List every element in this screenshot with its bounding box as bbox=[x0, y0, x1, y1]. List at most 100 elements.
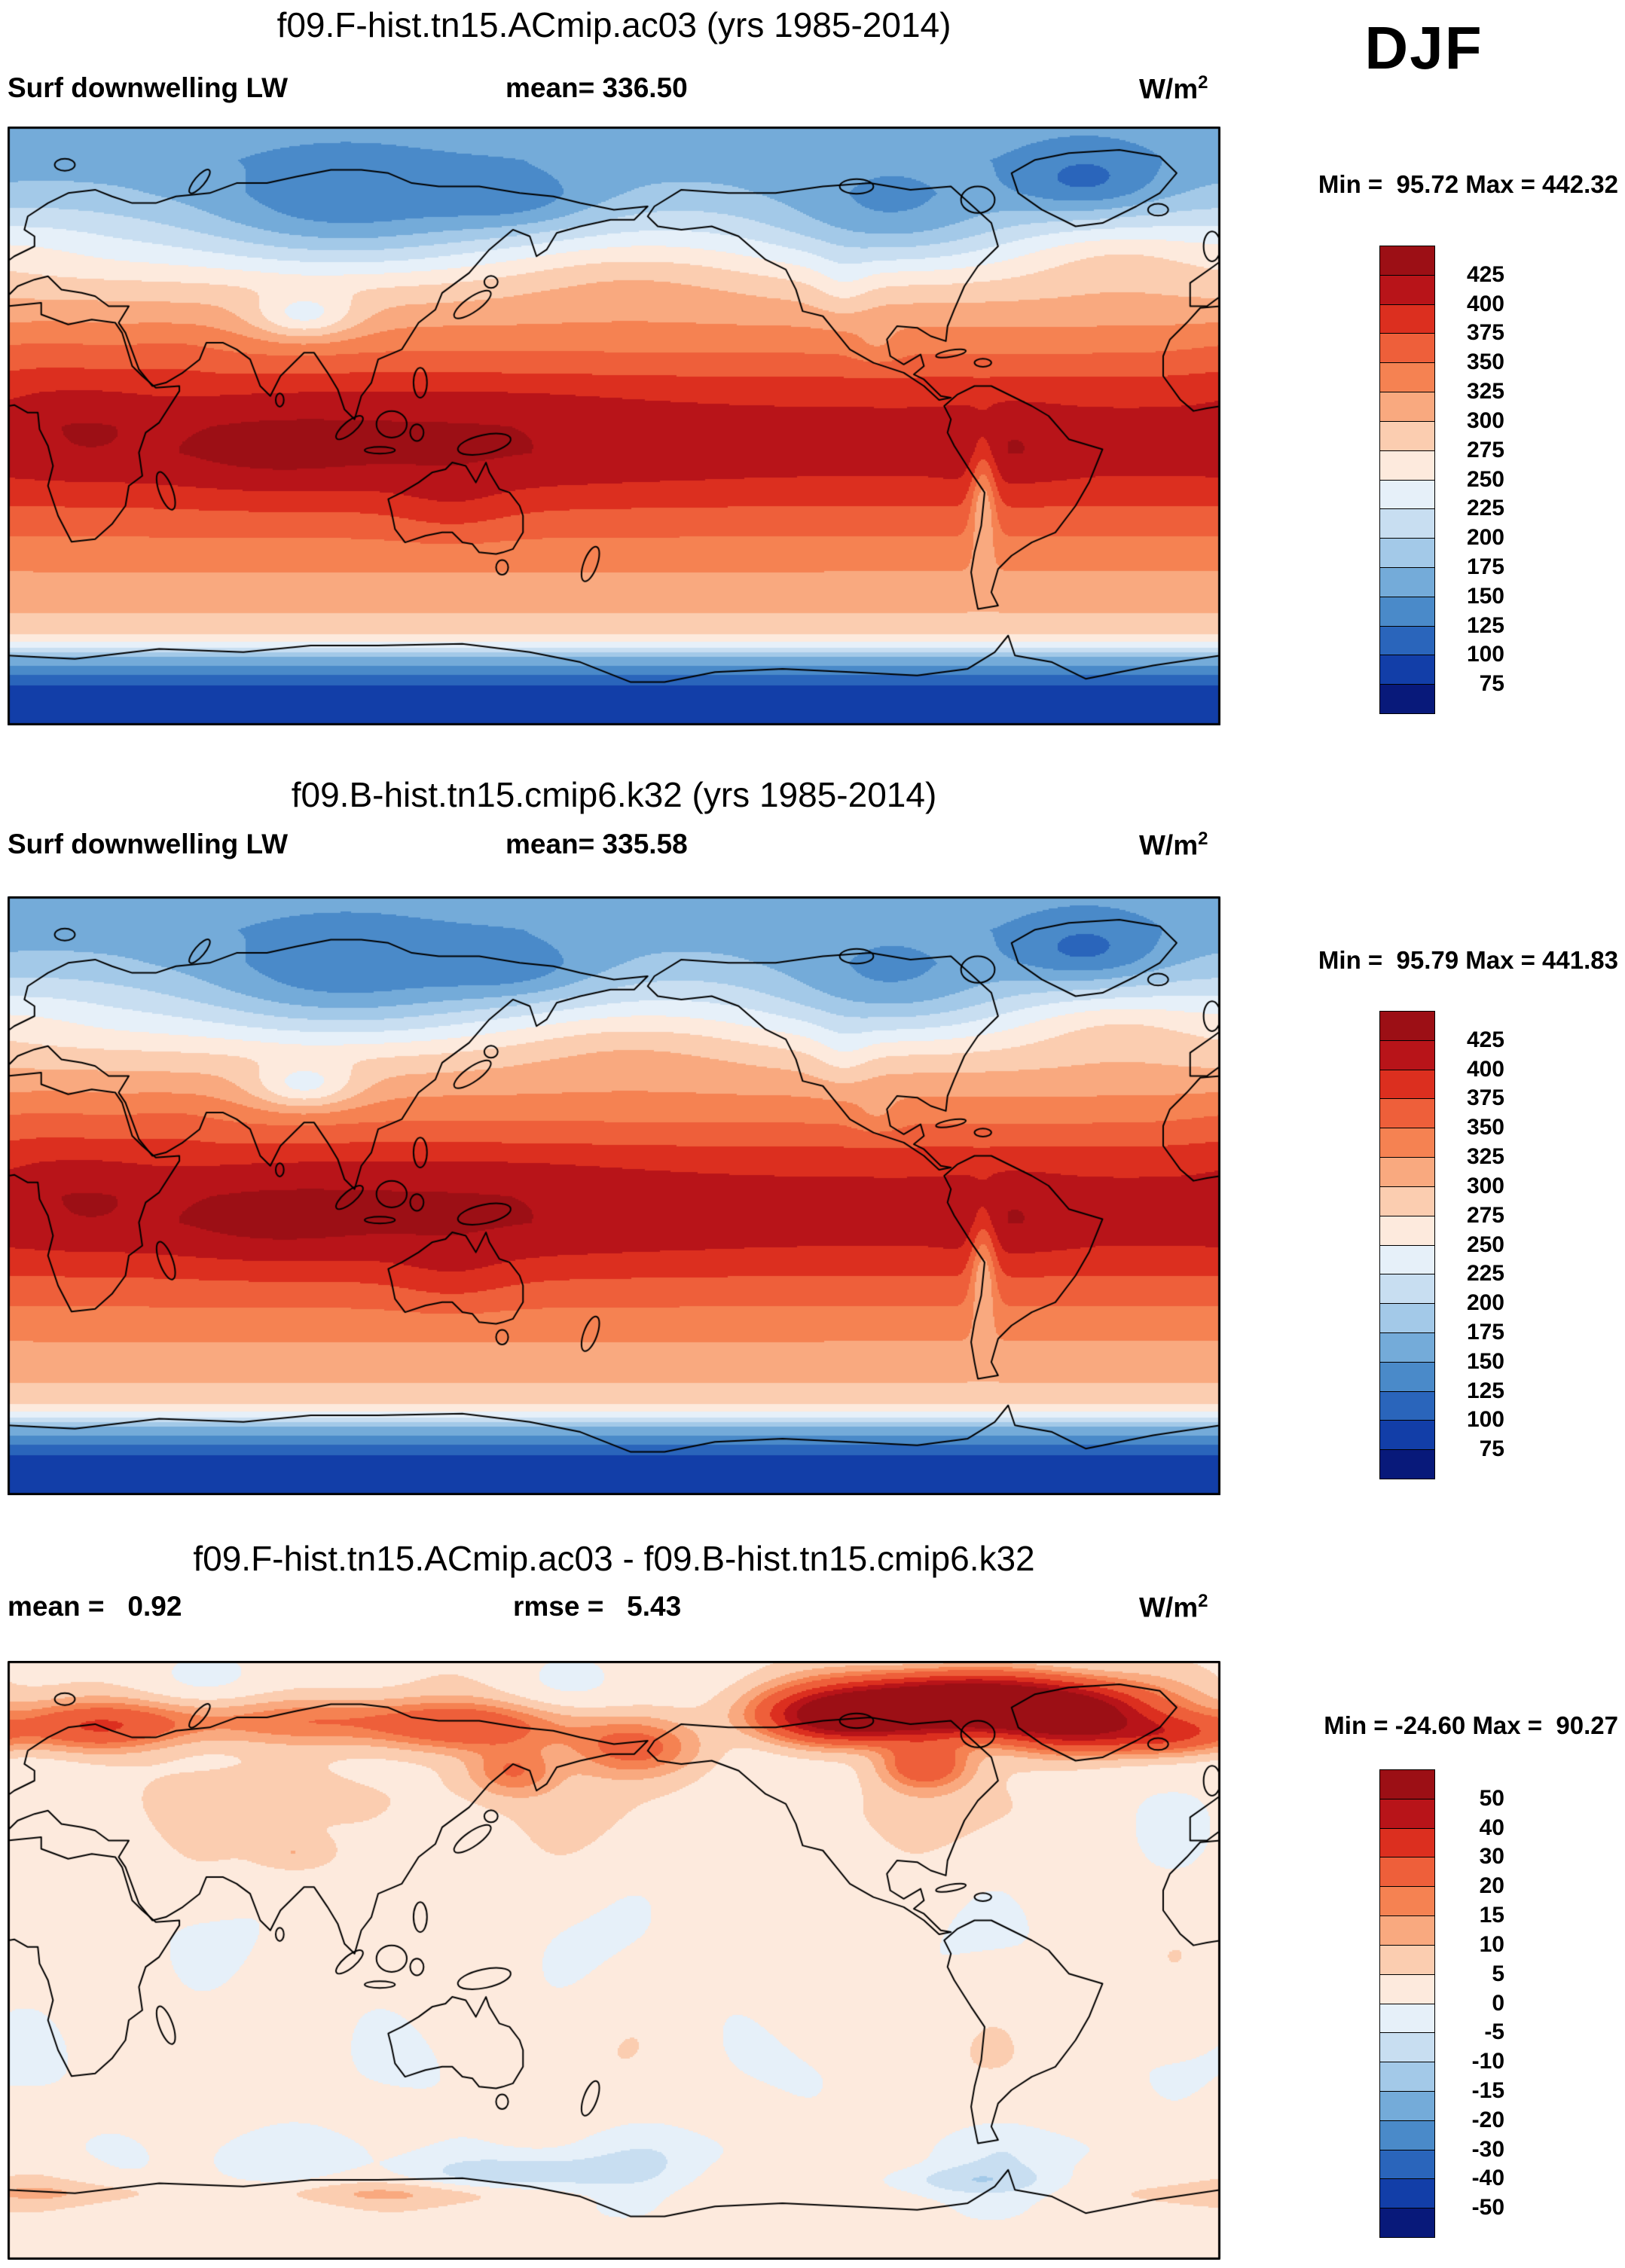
colorbar-tick-label: 150 bbox=[1466, 1348, 1504, 1374]
colorbar-cell bbox=[1379, 1128, 1435, 1158]
colorbar-cell bbox=[1379, 1827, 1435, 1858]
colorbar-tick-label: 50 bbox=[1479, 1785, 1504, 1811]
colorbar-cell bbox=[1379, 655, 1435, 685]
colorbar-tick-label: 350 bbox=[1466, 1115, 1504, 1140]
units-base: W/m bbox=[1139, 829, 1199, 861]
colorbar-tick-label: 400 bbox=[1466, 291, 1504, 316]
colorbar-cell bbox=[1379, 2120, 1435, 2150]
colorbar-tick-label: 100 bbox=[1466, 1407, 1504, 1433]
colorbar-cell bbox=[1379, 246, 1435, 276]
colorbar-cell bbox=[1379, 508, 1435, 539]
colorbar-cell bbox=[1379, 1857, 1435, 1888]
season-label: DJF bbox=[1364, 14, 1483, 81]
variable-label-case-a: Surf downwelling LW bbox=[8, 72, 289, 103]
map-canvas-case-b bbox=[8, 896, 1220, 1495]
colorbar-cell bbox=[1379, 1157, 1435, 1187]
colorbar-cell bbox=[1379, 1303, 1435, 1333]
colorbar-cell bbox=[1379, 1886, 1435, 1917]
minmax-label-difference: Min = -24.60 Max = 90.27 bbox=[1324, 1711, 1618, 1739]
colorbar-case-b: 425 400 375 350 325 300 275 250 225 200 175 150 125 1… bbox=[1379, 1011, 1563, 1479]
colorbar-tick-label: 175 bbox=[1466, 554, 1504, 579]
mean-label-case-a: mean= 336.50 bbox=[506, 72, 688, 103]
colorbar-cell bbox=[1379, 1098, 1435, 1129]
colorbar-tick-label: 225 bbox=[1466, 496, 1504, 521]
colorbar-cell bbox=[1379, 1039, 1435, 1070]
colorbar-tick-label: 20 bbox=[1479, 1873, 1504, 1899]
colorbar-cell bbox=[1379, 274, 1435, 305]
colorbar-cell bbox=[1379, 450, 1435, 481]
colorbar-tick-label: 200 bbox=[1466, 525, 1504, 551]
colorbar-tick-label: 250 bbox=[1466, 1232, 1504, 1257]
colorbar-cell bbox=[1379, 1449, 1435, 1479]
colorbar-cell bbox=[1379, 684, 1435, 714]
colorbar-tick-label: 125 bbox=[1466, 1378, 1504, 1403]
units-exponent: 2 bbox=[1198, 1591, 1208, 1611]
colorbar-cell bbox=[1379, 420, 1435, 451]
colorbar-cell bbox=[1379, 2090, 1435, 2121]
colorbar-tick-label: 325 bbox=[1466, 1144, 1504, 1170]
colorbar-tick-label: -50 bbox=[1471, 2195, 1504, 2221]
colorbar-cell bbox=[1379, 304, 1435, 334]
colorbar-cell bbox=[1379, 596, 1435, 627]
colorbar-tick-label: 30 bbox=[1479, 1844, 1504, 1870]
colorbar-cell bbox=[1379, 1361, 1435, 1392]
colorbar-cell bbox=[1379, 1244, 1435, 1275]
colorbar-tick-label: -20 bbox=[1471, 2107, 1504, 2132]
colorbar-tick-label: 175 bbox=[1466, 1319, 1504, 1345]
colorbar-cell bbox=[1379, 2178, 1435, 2209]
colorbar-cell bbox=[1379, 625, 1435, 656]
units-label-difference: W/m2 bbox=[1139, 1591, 1208, 1623]
panel-title-difference: f09.F-hist.tn15.ACmip.ac03 - f09.B-hist.… bbox=[193, 1539, 1035, 1578]
colorbar-tick-label: -10 bbox=[1471, 2049, 1504, 2074]
colorbar-tick-label: 40 bbox=[1479, 1815, 1504, 1840]
colorbar-tick-label: 0 bbox=[1492, 1990, 1504, 2016]
colorbar-tick-label: 225 bbox=[1466, 1261, 1504, 1287]
colorbar-tick-label: 200 bbox=[1466, 1290, 1504, 1316]
colorbar-tick-label: 350 bbox=[1466, 350, 1504, 375]
colorbar-tick-label: 15 bbox=[1479, 1903, 1504, 1928]
colorbar-tick-label: 300 bbox=[1466, 408, 1504, 433]
colorbar-tick-label: -15 bbox=[1471, 2077, 1504, 2103]
colorbar-cell bbox=[1379, 566, 1435, 597]
colorbar-case-a: 425 400 375 350 325 300 275 250 225 200 175 150 125 1… bbox=[1379, 246, 1563, 714]
colorbar-cell bbox=[1379, 479, 1435, 510]
minmax-label-case-b: Min = 95.79 Max = 441.83 bbox=[1318, 946, 1618, 974]
colorbar-tick-label: 75 bbox=[1479, 1436, 1504, 1462]
colorbar-tick-label: 425 bbox=[1466, 261, 1504, 287]
colorbar-cell bbox=[1379, 1973, 1435, 2004]
panel-title-case-a: f09.F-hist.tn15.ACmip.ac03 (yrs 1985-201… bbox=[276, 5, 951, 44]
colorbar-tick-label: -5 bbox=[1484, 2019, 1504, 2045]
mean-label-case-b: mean= 335.58 bbox=[506, 829, 688, 859]
colorbar-cell bbox=[1379, 2149, 1435, 2180]
colorbar-tick-label: 150 bbox=[1466, 583, 1504, 609]
colorbar-tick-label: 100 bbox=[1466, 642, 1504, 667]
colorbar-tick-label: 125 bbox=[1466, 612, 1504, 638]
colorbar-tick-label: 10 bbox=[1479, 1931, 1504, 1957]
colorbar-cell bbox=[1379, 538, 1435, 568]
colorbar-tick-label: 250 bbox=[1466, 466, 1504, 492]
colorbar-cell bbox=[1379, 1944, 1435, 1975]
colorbar-cell bbox=[1379, 392, 1435, 422]
units-base: W/m bbox=[1139, 1592, 1199, 1623]
colorbar-cell bbox=[1379, 2062, 1435, 2092]
map-canvas-case-a bbox=[8, 127, 1220, 725]
colorbar-cell bbox=[1379, 2003, 1435, 2034]
colorbar-cell bbox=[1379, 1390, 1435, 1421]
colorbar-tick-label: 375 bbox=[1466, 1085, 1504, 1111]
units-exponent: 2 bbox=[1198, 72, 1208, 93]
units-label-case-a: W/m2 bbox=[1139, 72, 1208, 105]
colorbar-tick-label: 75 bbox=[1479, 671, 1504, 697]
colorbar-tick-label: 400 bbox=[1466, 1056, 1504, 1082]
colorbar-tick-label: 300 bbox=[1466, 1173, 1504, 1198]
units-exponent: 2 bbox=[1198, 829, 1208, 849]
colorbar-cell bbox=[1379, 2208, 1435, 2238]
minmax-label-case-a: Min = 95.72 Max = 442.32 bbox=[1318, 170, 1618, 198]
colorbar-tick-label: 275 bbox=[1466, 1202, 1504, 1228]
colorbar-cell bbox=[1379, 1798, 1435, 1829]
colorbar-cell bbox=[1379, 1215, 1435, 1246]
colorbar-cell bbox=[1379, 1915, 1435, 1946]
map-canvas-difference bbox=[8, 1661, 1220, 2260]
rmse-label-difference: rmse = 5.43 bbox=[513, 1591, 682, 1622]
colorbar-cell bbox=[1379, 1011, 1435, 1041]
